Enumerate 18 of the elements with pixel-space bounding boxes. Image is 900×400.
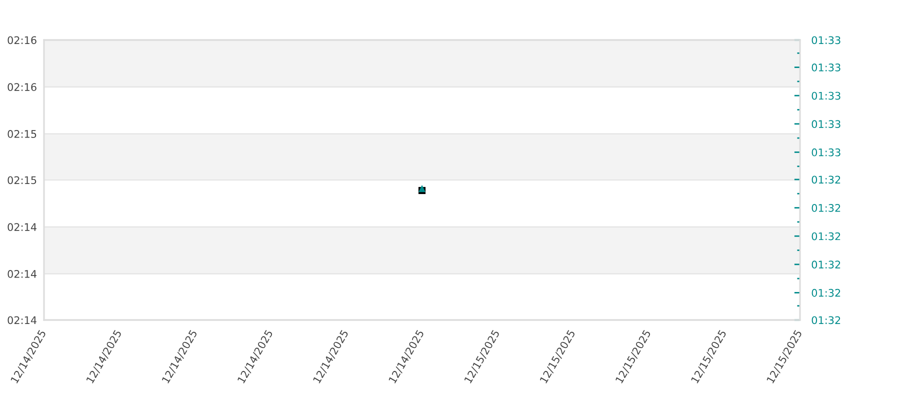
y-tick-label: 02:14 [8,223,36,232]
y2-tick-label: 01:33 [812,36,840,44]
y2-tick-label: 01:32 [812,260,840,269]
y2-tick-label: 01:32 [812,288,840,297]
y-tick-label: 02:16 [8,83,36,92]
y2-tick-label: 01:33 [812,148,840,156]
y2-tick-label: 01:33 [812,92,840,100]
y2-tick-label: 01:32 [812,316,840,324]
y2-tick-label: 01:32 [812,204,840,212]
y-tick-label: 02:15 [8,176,36,184]
y-tick-label: 02:16 [8,36,36,44]
y2-tick-label: 01:32 [812,176,840,184]
y-tick-label: 02:14 [8,270,36,278]
y2-tick-label: 01:32 [812,232,840,240]
y-tick-label: 02:15 [8,130,36,138]
y-tick-label: 02:14 [8,316,36,324]
y2-tick-label: 01:33 [812,120,840,128]
y2-tick-label: 01:33 [812,64,840,72]
